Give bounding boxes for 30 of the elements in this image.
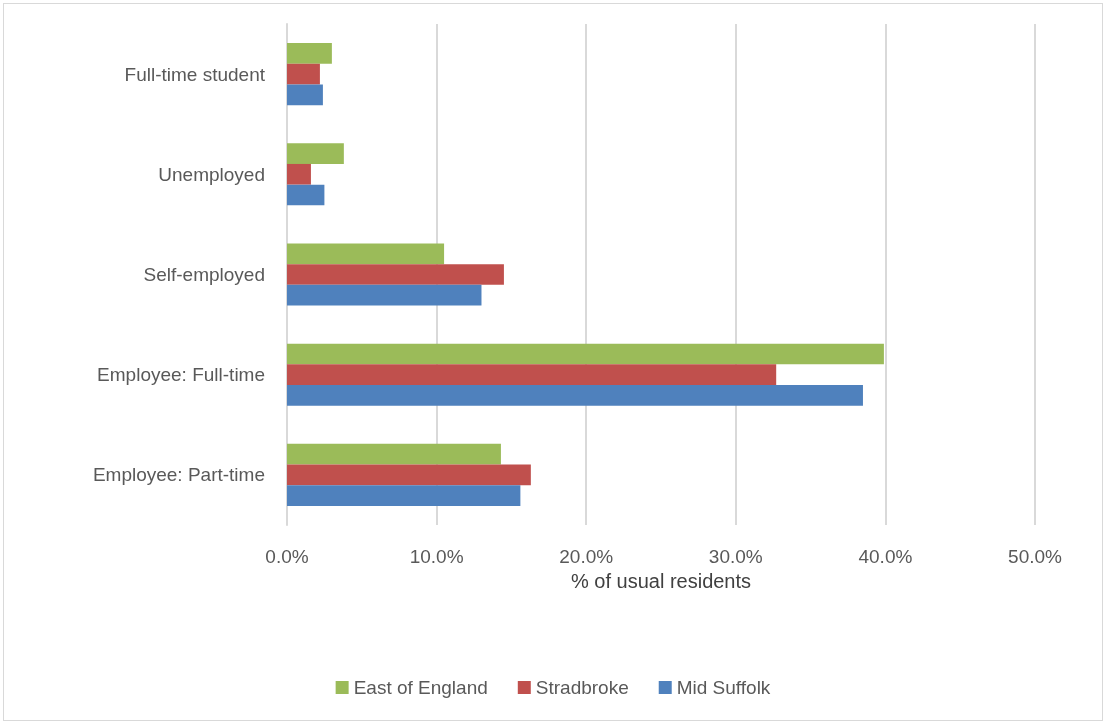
bar bbox=[287, 443, 501, 465]
bar bbox=[287, 163, 311, 185]
y-tick-label: Employee: Part-time bbox=[92, 464, 265, 486]
x-tick-label: 30.0% bbox=[708, 546, 763, 567]
x-tick-label: 0.0% bbox=[265, 546, 309, 567]
bar bbox=[287, 184, 325, 206]
bar bbox=[287, 284, 482, 306]
bar bbox=[287, 385, 863, 406]
bar bbox=[287, 464, 531, 486]
bar bbox=[287, 485, 521, 506]
y-tick-label: Unemployed bbox=[158, 163, 265, 185]
bar bbox=[287, 43, 332, 64]
bar bbox=[287, 243, 445, 265]
x-tick-label: 50.0% bbox=[1008, 546, 1063, 567]
bar bbox=[287, 343, 884, 365]
bar bbox=[287, 143, 344, 164]
legend-label: East of England bbox=[353, 677, 488, 698]
legend-label: Stradbroke bbox=[535, 677, 629, 698]
bar bbox=[287, 264, 504, 285]
y-tick-label: Full-time student bbox=[124, 63, 266, 85]
bar bbox=[287, 63, 320, 85]
bar bbox=[287, 364, 777, 386]
y-tick-label: Self-employed bbox=[143, 264, 265, 285]
x-axis-title: % of usual residents bbox=[570, 569, 752, 592]
bar bbox=[287, 84, 323, 106]
x-tick-label: 40.0% bbox=[858, 546, 913, 567]
x-tick-label: 20.0% bbox=[559, 546, 614, 567]
x-tick-label: 10.0% bbox=[409, 546, 464, 567]
y-tick-label: Employee: Full-time bbox=[97, 364, 265, 386]
legend-label: Mid Suffolk bbox=[676, 677, 771, 698]
